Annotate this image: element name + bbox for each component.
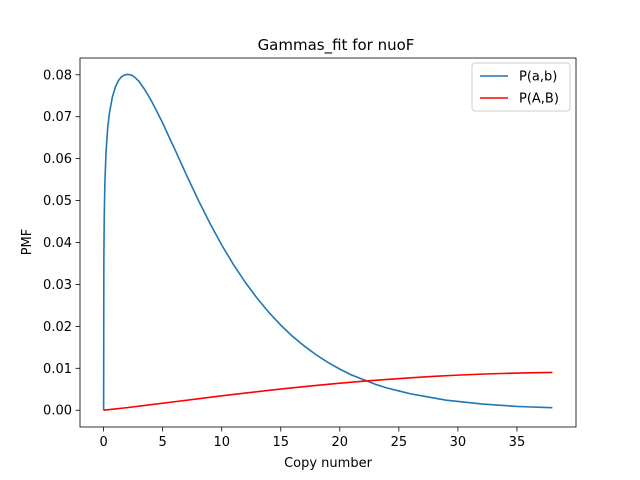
x-tick-label-2: 10 bbox=[213, 435, 230, 450]
x-tick-label-1: 5 bbox=[159, 435, 167, 450]
plot-frame bbox=[79, 57, 577, 428]
y-tick-label-4: 0.04 bbox=[43, 236, 72, 251]
x-tick-label-3: 15 bbox=[272, 435, 289, 450]
y-tick-label-0: 0.00 bbox=[43, 404, 72, 419]
series-line-1 bbox=[103, 371, 553, 412]
chart-title: Gammas_fit for nuoF bbox=[258, 36, 415, 55]
x-tick-label-6: 30 bbox=[450, 435, 467, 450]
legend-label-0: P(a,b) bbox=[519, 70, 557, 85]
legend-box bbox=[471, 62, 571, 112]
y-tick-label-3: 0.03 bbox=[43, 278, 72, 293]
y-tick-label-2: 0.02 bbox=[43, 320, 72, 335]
y-tick-label-6: 0.06 bbox=[43, 152, 72, 167]
series-line-0 bbox=[102, 73, 553, 411]
y-tick-label-1: 0.01 bbox=[43, 362, 72, 377]
y-tick-label-7: 0.07 bbox=[43, 110, 72, 125]
x-axis-label: Copy number bbox=[284, 456, 373, 471]
y-tick-label-5: 0.05 bbox=[43, 194, 72, 209]
x-tick-label-5: 25 bbox=[391, 435, 408, 450]
y-tick-label-8: 0.08 bbox=[43, 68, 72, 83]
x-axis-ticks: 0 5 10 15 20 25 30 35 bbox=[99, 427, 525, 450]
y-axis-label: PMF bbox=[20, 229, 35, 256]
x-tick-label-7: 35 bbox=[509, 435, 526, 450]
legend: P(a,b) P(A,B) bbox=[471, 62, 571, 112]
legend-label-1: P(A,B) bbox=[519, 92, 559, 107]
x-tick-label-0: 0 bbox=[99, 435, 107, 450]
plot-area bbox=[79, 57, 577, 428]
x-tick-label-4: 20 bbox=[332, 435, 349, 450]
y-axis-ticks: 0.00 0.01 0.02 0.03 0.04 0.05 0.06 0.07 0.08 bbox=[43, 68, 80, 419]
